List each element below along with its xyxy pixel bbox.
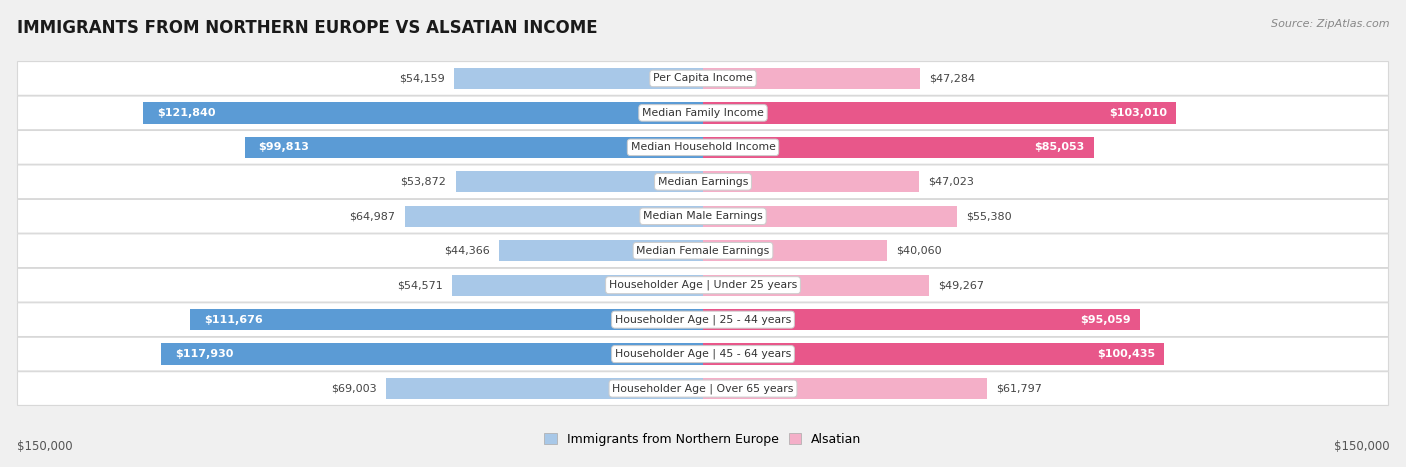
Bar — [453, 275, 703, 296]
Text: Householder Age | 25 - 44 years: Householder Age | 25 - 44 years — [614, 314, 792, 325]
Text: $150,000: $150,000 — [1333, 440, 1389, 453]
Text: $54,571: $54,571 — [398, 280, 443, 290]
Text: Median Household Income: Median Household Income — [630, 142, 776, 152]
Bar — [703, 378, 987, 399]
Text: Median Female Earnings: Median Female Earnings — [637, 246, 769, 256]
Text: Per Capita Income: Per Capita Income — [652, 73, 754, 84]
Text: $49,267: $49,267 — [938, 280, 984, 290]
Text: $111,676: $111,676 — [204, 315, 263, 325]
Bar — [190, 309, 703, 330]
Text: Median Male Earnings: Median Male Earnings — [643, 211, 763, 221]
Text: $47,023: $47,023 — [928, 177, 974, 187]
Text: $150,000: $150,000 — [17, 440, 73, 453]
Bar — [703, 309, 1140, 330]
Text: Householder Age | 45 - 64 years: Householder Age | 45 - 64 years — [614, 349, 792, 359]
Text: Householder Age | Over 65 years: Householder Age | Over 65 years — [612, 383, 794, 394]
FancyBboxPatch shape — [17, 130, 1389, 164]
Text: $53,872: $53,872 — [401, 177, 446, 187]
Text: $44,366: $44,366 — [444, 246, 491, 256]
Text: $61,797: $61,797 — [995, 383, 1042, 394]
Legend: Immigrants from Northern Europe, Alsatian: Immigrants from Northern Europe, Alsatia… — [540, 428, 866, 451]
Text: Median Earnings: Median Earnings — [658, 177, 748, 187]
FancyBboxPatch shape — [17, 234, 1389, 268]
Text: $69,003: $69,003 — [332, 383, 377, 394]
Text: $55,380: $55,380 — [966, 211, 1012, 221]
Text: $64,987: $64,987 — [349, 211, 395, 221]
FancyBboxPatch shape — [17, 199, 1389, 233]
Text: $103,010: $103,010 — [1109, 108, 1167, 118]
Text: $121,840: $121,840 — [157, 108, 215, 118]
Bar — [143, 102, 703, 124]
Text: $85,053: $85,053 — [1035, 142, 1084, 152]
Text: $99,813: $99,813 — [259, 142, 309, 152]
Bar — [499, 240, 703, 262]
FancyBboxPatch shape — [17, 372, 1389, 405]
Bar — [387, 378, 703, 399]
Bar — [456, 171, 703, 192]
Text: $117,930: $117,930 — [176, 349, 233, 359]
Text: $47,284: $47,284 — [929, 73, 976, 84]
Bar — [454, 68, 703, 89]
FancyBboxPatch shape — [17, 165, 1389, 198]
Bar — [245, 137, 703, 158]
Bar — [703, 275, 929, 296]
FancyBboxPatch shape — [17, 303, 1389, 337]
Bar — [703, 171, 920, 192]
Text: IMMIGRANTS FROM NORTHERN EUROPE VS ALSATIAN INCOME: IMMIGRANTS FROM NORTHERN EUROPE VS ALSAT… — [17, 19, 598, 37]
Text: $100,435: $100,435 — [1097, 349, 1156, 359]
Bar — [703, 343, 1164, 365]
FancyBboxPatch shape — [17, 62, 1389, 95]
Text: $40,060: $40,060 — [896, 246, 942, 256]
Bar — [703, 240, 887, 262]
Text: Source: ZipAtlas.com: Source: ZipAtlas.com — [1271, 19, 1389, 28]
Bar — [703, 205, 957, 227]
FancyBboxPatch shape — [17, 96, 1389, 130]
FancyBboxPatch shape — [17, 269, 1389, 302]
Text: Median Family Income: Median Family Income — [643, 108, 763, 118]
FancyBboxPatch shape — [17, 337, 1389, 371]
Text: Householder Age | Under 25 years: Householder Age | Under 25 years — [609, 280, 797, 290]
Bar — [405, 205, 703, 227]
Bar — [703, 102, 1175, 124]
Text: $95,059: $95,059 — [1080, 315, 1130, 325]
Bar — [703, 68, 920, 89]
Bar — [162, 343, 703, 365]
Bar — [703, 137, 1094, 158]
Text: $54,159: $54,159 — [399, 73, 446, 84]
